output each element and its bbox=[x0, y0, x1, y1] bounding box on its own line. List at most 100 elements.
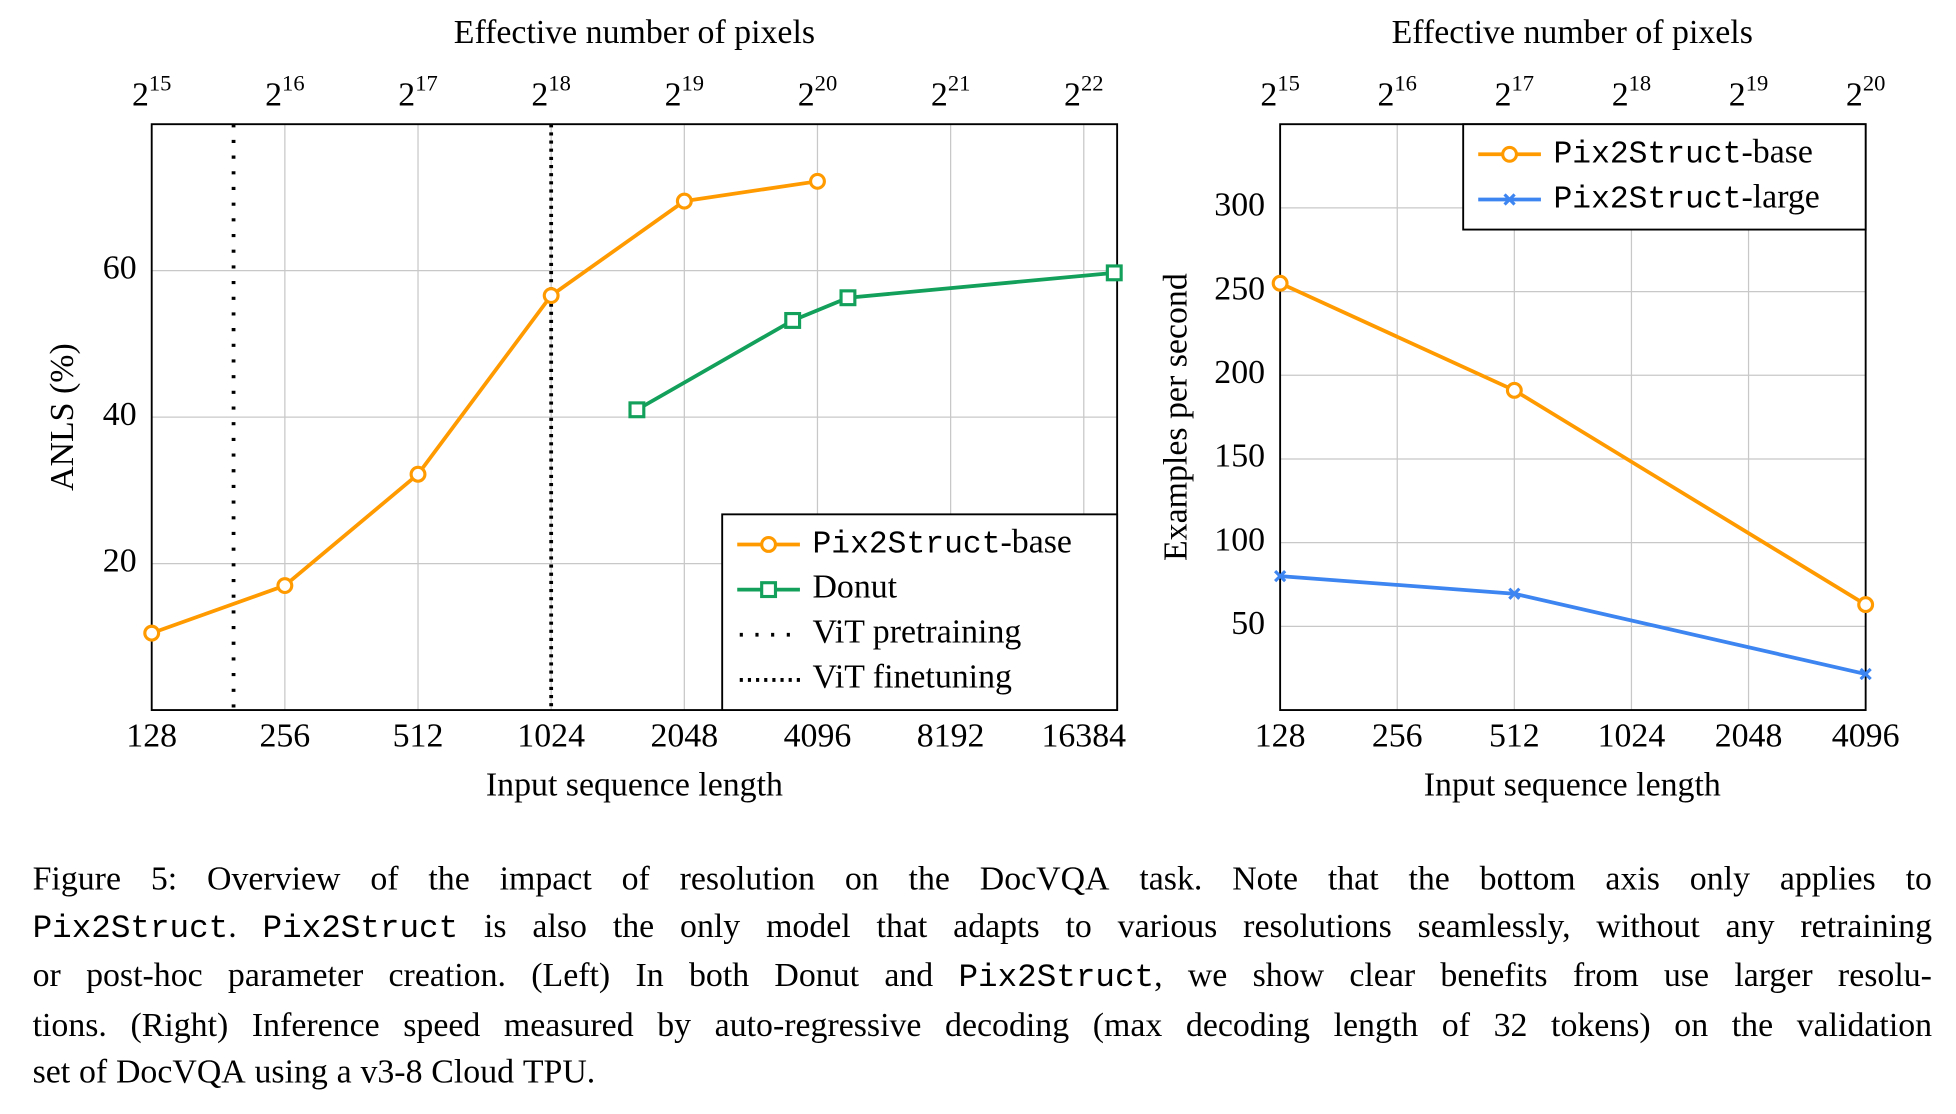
caption-line: set of DocVQA using a v3-8 Cloud TPU. bbox=[33, 1049, 1933, 1096]
caption-word: larger bbox=[1734, 955, 1813, 994]
y-tick-label: 40 bbox=[103, 396, 137, 433]
legend-box bbox=[1462, 123, 1867, 231]
caption-word: Inference bbox=[251, 1005, 380, 1044]
caption-word: adapts bbox=[953, 906, 1040, 945]
top-tick-label: 219 bbox=[1729, 70, 1768, 113]
caption-word: the bbox=[428, 859, 470, 897]
caption-word: Figure bbox=[32, 859, 121, 897]
caption-word: of bbox=[370, 859, 399, 897]
top-tick-label: 218 bbox=[531, 70, 570, 113]
legend-label: Donut bbox=[812, 568, 897, 605]
caption-word: we bbox=[1187, 955, 1228, 994]
caption-word: creation. bbox=[388, 955, 507, 994]
legend-label-text: -large bbox=[1741, 178, 1819, 215]
caption-word: impact bbox=[499, 859, 592, 897]
top-tick-label: 218 bbox=[1612, 70, 1651, 113]
circle-marker bbox=[1271, 274, 1289, 292]
caption-word: tokens) bbox=[1551, 1005, 1651, 1044]
circle-marker bbox=[760, 535, 778, 553]
caption-word: Pix2Struct. bbox=[32, 906, 237, 947]
caption-word: TPU. bbox=[522, 1052, 596, 1091]
top-tick-label: 216 bbox=[265, 70, 304, 113]
caption-word: seamlessly, bbox=[1417, 906, 1571, 945]
exponent: 16 bbox=[282, 70, 305, 95]
square-marker bbox=[628, 401, 646, 419]
top-axis-label: Effective number of pixels bbox=[454, 14, 815, 51]
caption-word: various bbox=[1117, 906, 1218, 945]
series-donut bbox=[628, 264, 1123, 419]
caption-word: is bbox=[484, 906, 507, 945]
x-tick-label: 1024 bbox=[1598, 718, 1666, 755]
caption-word: by bbox=[657, 1005, 692, 1044]
y-tick-label: 300 bbox=[1214, 187, 1265, 224]
exponent: 16 bbox=[1394, 70, 1417, 95]
caption-word: the bbox=[908, 859, 950, 897]
caption-line: tions. (Right) Inference speed measured by aut… bbox=[33, 1002, 1933, 1049]
exponent: 20 bbox=[1863, 70, 1886, 95]
caption-word: resolutions bbox=[1243, 906, 1392, 945]
caption-word: retraining bbox=[1800, 906, 1933, 945]
x-marker bbox=[1859, 667, 1872, 681]
y-axis-label: ANLS (%) bbox=[44, 343, 81, 491]
exponent: 19 bbox=[682, 70, 705, 95]
x-tick-label: 4096 bbox=[784, 718, 852, 755]
circle-marker bbox=[1501, 145, 1519, 163]
exponent: 20 bbox=[815, 70, 838, 95]
x-tick-label: 16384 bbox=[1041, 718, 1126, 755]
caption-word: (Right) bbox=[130, 1005, 229, 1044]
legend-label-text: Donut bbox=[812, 568, 897, 605]
caption-word: parameter bbox=[227, 955, 364, 994]
top-tick-label: 216 bbox=[1377, 70, 1416, 113]
y-tick-label: 60 bbox=[103, 249, 137, 286]
caption-word: 5: bbox=[150, 859, 178, 897]
x-tick-label: 4096 bbox=[1832, 718, 1900, 755]
x-tick-label: 8192 bbox=[917, 718, 985, 755]
caption-word: that bbox=[1327, 859, 1379, 897]
legend-label: Pix2Struct-large bbox=[1553, 178, 1819, 218]
legend-label: ViT finetuning bbox=[812, 659, 1012, 696]
square-marker bbox=[839, 289, 857, 307]
series-line bbox=[1279, 574, 1867, 676]
plot-frame bbox=[150, 123, 1119, 711]
chart-anls: 128 215 256 216 512 217 1024 218 2048 219 4096 220 8… bbox=[44, 14, 1126, 804]
circle-marker bbox=[542, 287, 560, 305]
caption-word: to bbox=[1905, 859, 1932, 897]
caption-word: use bbox=[1663, 955, 1710, 994]
y-tick-label: 150 bbox=[1214, 438, 1265, 475]
legend-label: ViT pretraining bbox=[812, 614, 1021, 651]
caption-word: resolu- bbox=[1837, 955, 1932, 994]
exponent: 15 bbox=[1277, 70, 1300, 95]
caption-word: measured bbox=[503, 1005, 634, 1044]
y-tick-label: 20 bbox=[103, 542, 137, 579]
square-marker bbox=[1105, 264, 1123, 282]
legend-label: Pix2Struct-base bbox=[1553, 133, 1812, 173]
x-tick-label: 1024 bbox=[517, 718, 585, 755]
series-pix2struct-base bbox=[1271, 274, 1875, 614]
x-tick-label: 2048 bbox=[650, 718, 718, 755]
exponent: 17 bbox=[415, 70, 438, 95]
square-marker bbox=[784, 311, 802, 329]
caption-word: from bbox=[1572, 955, 1639, 994]
caption-word: auto-regressive bbox=[714, 1005, 922, 1044]
y-tick-label: 200 bbox=[1214, 354, 1265, 391]
caption-word: axis bbox=[1605, 859, 1660, 897]
caption-word: bottom bbox=[1479, 859, 1576, 897]
circle-marker bbox=[675, 192, 693, 210]
y-axis-label: Examples per second bbox=[1157, 273, 1194, 561]
legend-label-mono: Pix2Struct bbox=[812, 528, 1000, 563]
legend: Pix2Struct-base Pix2Struct-large bbox=[1462, 123, 1867, 231]
top-tick-label: 221 bbox=[931, 70, 970, 113]
caption-word: on bbox=[1674, 1005, 1709, 1044]
caption-word: length bbox=[1333, 1005, 1419, 1044]
x-marker bbox=[1508, 587, 1521, 600]
caption-line: Pix2Struct. Pix2Struct is also the only model t… bbox=[33, 903, 1933, 953]
legend-label-text: -base bbox=[1001, 523, 1072, 560]
caption-word: Donut bbox=[774, 955, 860, 994]
caption-word: resolution bbox=[679, 859, 816, 897]
caption-word: of bbox=[78, 1052, 108, 1091]
caption-word: the bbox=[1408, 859, 1450, 897]
series-line bbox=[1279, 281, 1867, 607]
caption-line: or post-hoc parameter creation. (Left) In both… bbox=[33, 952, 1933, 1002]
caption-word: decoding bbox=[1185, 1005, 1311, 1044]
